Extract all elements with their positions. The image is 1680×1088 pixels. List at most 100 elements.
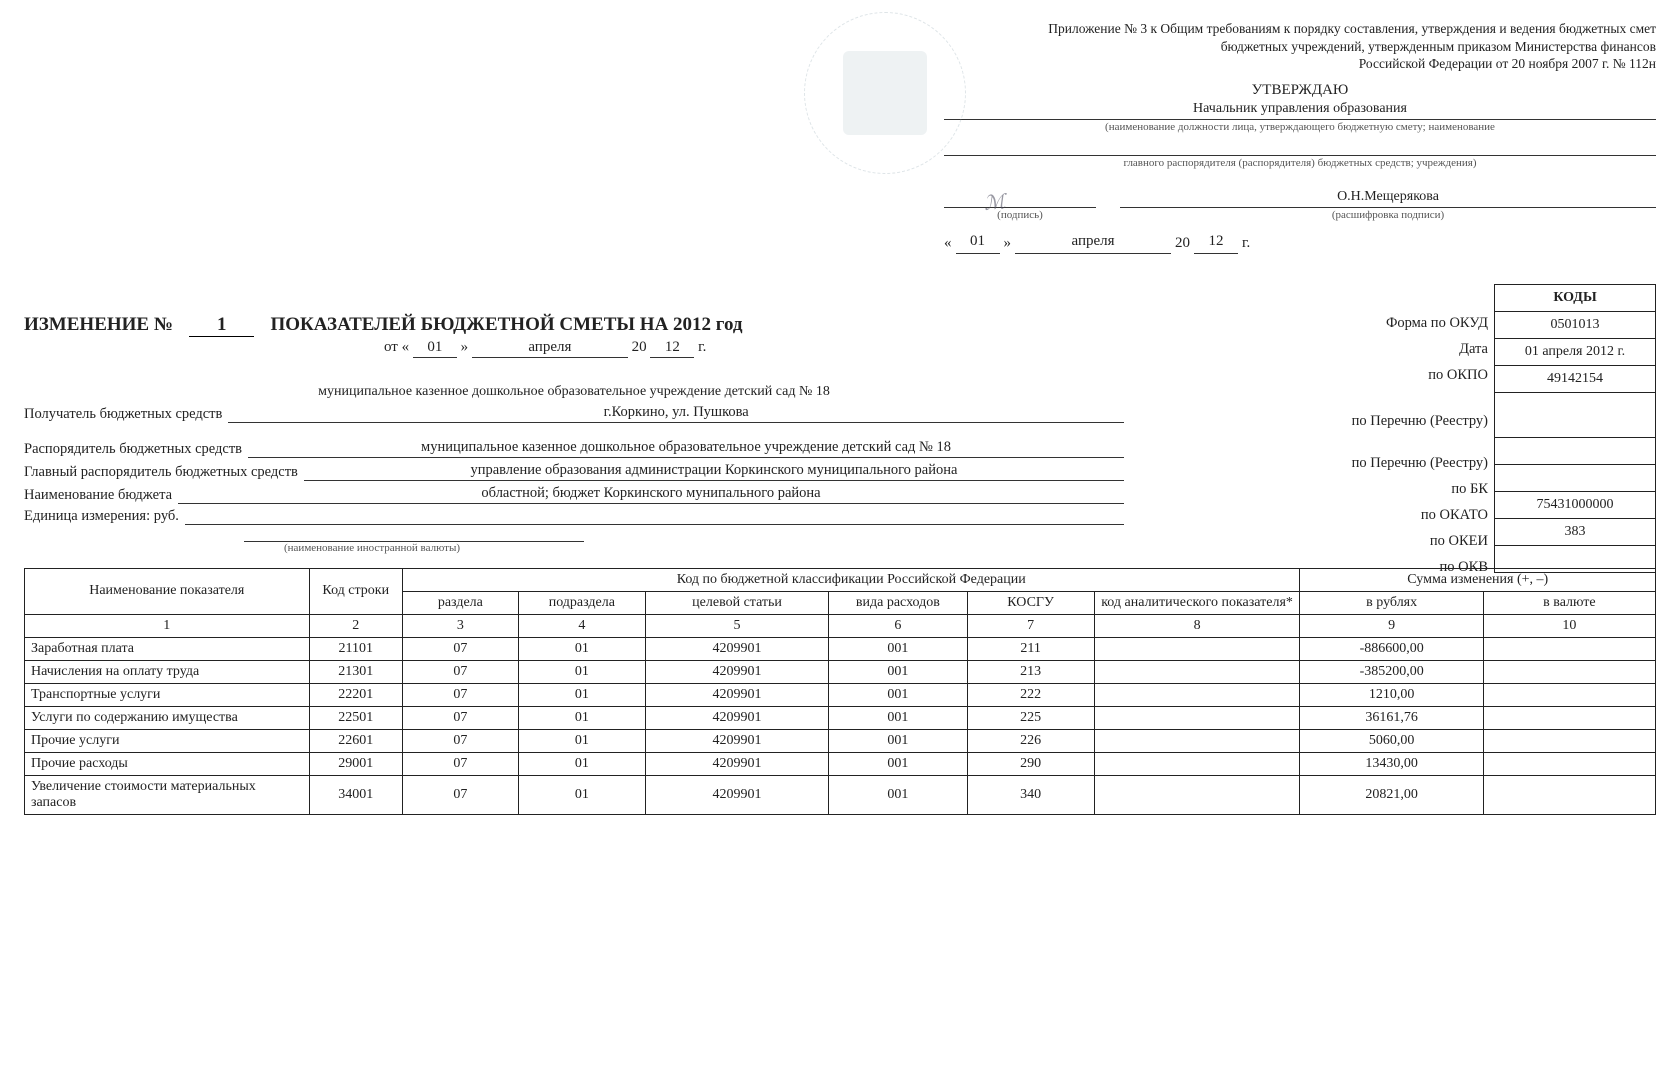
cell-c3: 07: [402, 706, 518, 729]
codes-table: КОДЫ 0501013 01 апреля 2012 г. 49142154 …: [1494, 284, 1656, 573]
cell-c6: 001: [829, 775, 967, 814]
cell-c7: 213: [967, 660, 1094, 683]
name-caption: (расшифровка подписи): [1120, 208, 1656, 222]
cell-rub: 1210,00: [1300, 683, 1483, 706]
manager-value: муниципальное казенное дошкольное образо…: [248, 439, 1124, 458]
cell-c4: 01: [518, 683, 645, 706]
th-name: Наименование показателя: [25, 568, 310, 614]
cell-val: [1483, 752, 1655, 775]
approve-block: УТВЕРЖДАЮ Начальник управления образован…: [944, 81, 1656, 254]
cell-c4: 01: [518, 706, 645, 729]
cell-name: Увеличение стоимости материальных запасо…: [25, 775, 310, 814]
th-num: 10: [1483, 614, 1655, 637]
code-value: 75431000000: [1495, 492, 1656, 519]
title-year: 12: [650, 339, 694, 358]
table-row: Прочие расходы29001070142099010012901343…: [25, 752, 1656, 775]
cell-val: [1483, 706, 1655, 729]
code-value: [1495, 465, 1656, 492]
cell-c4: 01: [518, 637, 645, 660]
cell-c8: [1094, 637, 1300, 660]
title-part: ИЗМЕНЕНИЕ №: [24, 314, 173, 336]
cell-c5: 4209901: [645, 683, 828, 706]
signature-line: ℳ: [944, 206, 1096, 208]
cell-c8: [1094, 660, 1300, 683]
th-group-code: Код по бюджетной классификации Российско…: [402, 568, 1300, 591]
approve-day: 01: [956, 232, 1000, 254]
title-month: апреля: [472, 339, 628, 358]
stamp-seal: [804, 12, 966, 174]
sub-prefix: от «: [384, 339, 409, 355]
cell-c7: 340: [967, 775, 1094, 814]
quote-close: »: [1004, 234, 1012, 254]
code-label: по ОКВ: [1352, 554, 1488, 580]
cell-c3: 07: [402, 637, 518, 660]
cell-c3: 07: [402, 729, 518, 752]
signature-scribble: ℳ: [983, 189, 1007, 217]
code-value: [1495, 393, 1656, 438]
table-row: Увеличение стоимости материальных запасо…: [25, 775, 1656, 814]
cell-val: [1483, 775, 1655, 814]
code-label: по ОКЕИ: [1352, 528, 1488, 554]
cell-c6: 001: [829, 660, 967, 683]
cell-c8: [1094, 729, 1300, 752]
table-row: Заработная плата2110107014209901001211-8…: [25, 637, 1656, 660]
cell-rub: -886600,00: [1300, 637, 1483, 660]
cell-c4: 01: [518, 660, 645, 683]
cell-c3: 07: [402, 660, 518, 683]
cell-c7: 226: [967, 729, 1094, 752]
sig-caption: (подпись): [944, 208, 1096, 222]
approve-title: УТВЕРЖДАЮ: [944, 81, 1656, 101]
code-value: [1495, 546, 1656, 573]
recipient-value-line1: муниципальное казенное дошкольное образо…: [24, 384, 1124, 400]
codes-labels: Форма по ОКУД Дата по ОКПО по Перечню (Р…: [1352, 310, 1488, 580]
cell-c6: 001: [829, 729, 967, 752]
quote-open: «: [944, 234, 952, 254]
title-day: 01: [413, 339, 457, 358]
year-prefix: 20: [1175, 234, 1190, 254]
cell-code: 34001: [309, 775, 402, 814]
th-c4: подраздела: [518, 591, 645, 614]
cell-c4: 01: [518, 775, 645, 814]
th-num: 7: [967, 614, 1094, 637]
approver-name: О.Н.Мещерякова: [1120, 188, 1656, 208]
th-num: 9: [1300, 614, 1483, 637]
cell-c5: 4209901: [645, 637, 828, 660]
code-value: [1495, 438, 1656, 465]
code-label: по Перечню (Реестру): [1352, 450, 1488, 476]
cell-rub: 5060,00: [1300, 729, 1483, 752]
approve-line: [944, 141, 1656, 156]
code-value: 01 апреля 2012 г.: [1495, 339, 1656, 366]
code-label: по Перечню (Реестру): [1352, 408, 1488, 434]
cell-rub: 36161,76: [1300, 706, 1483, 729]
code-label: по БК: [1352, 476, 1488, 502]
year-suffix: г.: [1242, 234, 1250, 254]
cell-name: Начисления на оплату труда: [25, 660, 310, 683]
cell-c4: 01: [518, 752, 645, 775]
cell-val: [1483, 660, 1655, 683]
cell-c5: 4209901: [645, 706, 828, 729]
approve-year: 12: [1194, 232, 1238, 254]
cell-c8: [1094, 752, 1300, 775]
cell-c6: 001: [829, 683, 967, 706]
th-c10: в валюте: [1483, 591, 1655, 614]
th-c7: КОСГУ: [967, 591, 1094, 614]
recipient-label: Получатель бюджетных средств: [24, 406, 228, 423]
code-value: 0501013: [1495, 312, 1656, 339]
th-code: Код строки: [309, 568, 402, 614]
code-label: Форма по ОКУД: [1352, 310, 1488, 336]
sub-mid: »: [461, 339, 469, 355]
cell-c7: 211: [967, 637, 1094, 660]
cell-code: 21101: [309, 637, 402, 660]
approve-position: Начальник управления образования: [944, 100, 1656, 120]
cell-c5: 4209901: [645, 660, 828, 683]
cell-c7: 222: [967, 683, 1094, 706]
cell-c5: 4209901: [645, 729, 828, 752]
cell-val: [1483, 683, 1655, 706]
cell-rub: 20821,00: [1300, 775, 1483, 814]
year-prefix: 20: [632, 339, 647, 355]
cell-rub: 13430,00: [1300, 752, 1483, 775]
cell-c8: [1094, 775, 1300, 814]
cell-val: [1483, 729, 1655, 752]
cell-c3: 07: [402, 775, 518, 814]
th-c6: вида расходов: [829, 591, 967, 614]
